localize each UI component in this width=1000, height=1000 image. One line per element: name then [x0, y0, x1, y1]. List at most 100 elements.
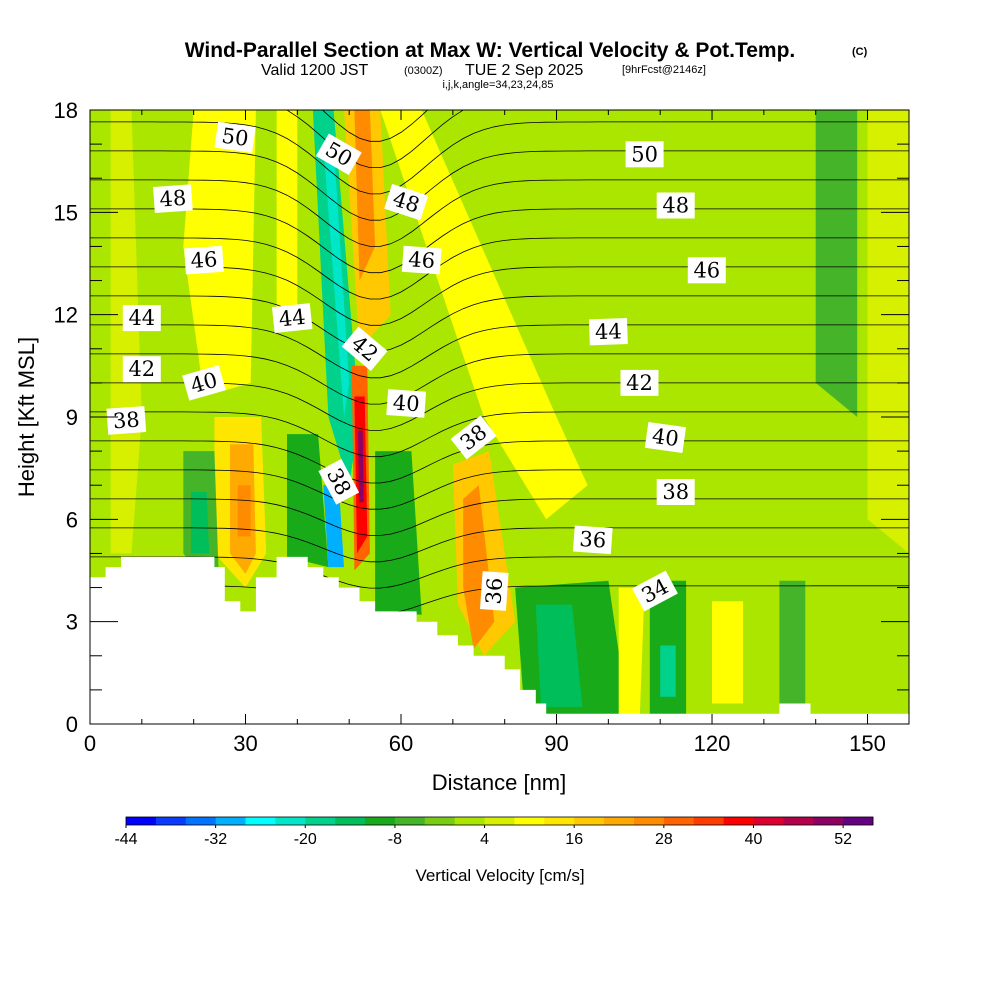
colorbar-swatch: [424, 817, 456, 825]
contour-label-48: 48: [656, 192, 695, 219]
velocity-band: [867, 110, 909, 554]
colorbar-swatch: [394, 817, 426, 825]
theta-line: [90, 324, 909, 379]
contour-label-text: 46: [190, 247, 218, 273]
contour-label-text: 36: [481, 577, 507, 605]
subtitle-date: TUE 2 Sep 2025: [465, 62, 583, 79]
velocity-band: [323, 144, 350, 417]
contour-label-box: [182, 365, 226, 401]
colorbar-swatch: [663, 817, 695, 825]
contour-label-text: 44: [595, 319, 623, 344]
subtitle-indices: i,j,k,angle=34,23,24,85: [442, 79, 553, 91]
contour-label-44: 44: [271, 303, 313, 334]
contour-label-text: 46: [408, 247, 436, 273]
colorbar-label: Vertical Velocity [cm/s]: [415, 866, 584, 885]
contour-label-46: 46: [687, 257, 726, 284]
velocity-band: [110, 110, 142, 554]
colorbar: -44 -32 -20 -8 4 16 28 40 52: [114, 816, 874, 848]
colorbar-tick-label: 40: [745, 831, 763, 848]
x-tick-label: 60: [389, 731, 413, 756]
velocity-band: [276, 110, 298, 315]
contour-label-36: 36: [480, 571, 509, 611]
colorbar-swatch: [185, 817, 217, 825]
colorbar-tick-label: 16: [565, 831, 583, 848]
contour-label-box: [401, 245, 442, 275]
colorbar-swatch: [335, 817, 366, 825]
contour-label-text: 44: [278, 305, 307, 332]
contour-label-box: [184, 245, 224, 275]
theta-line: [90, 411, 909, 458]
colorbar-swatch: [633, 817, 665, 825]
contour-label-box: [480, 571, 509, 611]
velocity-band: [815, 110, 858, 417]
colorbar-tick-label: -8: [388, 831, 402, 848]
contour-label-text: 48: [662, 194, 689, 218]
contour-label-text: 40: [650, 424, 680, 451]
contour-label-46: 46: [401, 245, 442, 275]
y-tick-label: 12: [54, 303, 78, 328]
chart-title: Wind-Parallel Section at Max W: Vertical…: [185, 39, 796, 62]
colorbar-swatch: [215, 817, 246, 825]
theta-line: [90, 237, 909, 300]
velocity-band: [380, 110, 588, 520]
theta-line: [90, 498, 909, 536]
theta-line: [90, 527, 909, 563]
theta-line: [90, 150, 909, 221]
x-tick-label: 90: [544, 731, 568, 756]
velocity-band: [660, 645, 676, 697]
colorbar-swatch: [753, 817, 784, 825]
theta-line: [90, 382, 909, 431]
colorbar-swatch: [305, 817, 336, 825]
y-tick-label: 0: [66, 712, 78, 737]
colorbar-swatch: [275, 817, 306, 825]
colorbar-swatch: [365, 817, 396, 825]
velocity-band: [535, 604, 583, 707]
y-tick-label: 15: [54, 200, 78, 225]
colorbar-swatch: [544, 817, 575, 825]
velocity-band: [712, 601, 744, 704]
theta-line: [90, 208, 909, 274]
x-tick-label: 150: [849, 731, 886, 756]
contour-label-36: 36: [572, 525, 613, 555]
colorbar-swatch: [783, 817, 814, 825]
contour-label-text: 50: [220, 124, 250, 151]
contour-label-40: 40: [644, 421, 687, 454]
chart-title-mark: (C): [852, 46, 868, 58]
contour-label-box: [341, 326, 388, 371]
velocity-band: [191, 492, 210, 554]
subtitle-valid: Valid 1200 JST: [261, 62, 369, 79]
theta-line: [90, 556, 909, 589]
y-axis-label: Height [Kft MSL]: [14, 337, 39, 497]
potential-temperature-lines: [90, 110, 909, 615]
colorbar-tick-label: -20: [294, 831, 317, 848]
contour-label-38: 38: [106, 406, 147, 435]
subtitle-utc: (0300Z): [404, 65, 443, 77]
contour-label-box: [106, 406, 147, 435]
colorbar-swatch: [693, 817, 724, 825]
contour-label-box: [122, 305, 161, 332]
contour-label-40: 40: [386, 389, 427, 418]
contour-label-box: [384, 183, 429, 221]
terrain-mask: [90, 556, 909, 724]
contour-label-box: [315, 133, 362, 176]
colorbar-swatch: [245, 817, 276, 825]
velocity-band: [779, 580, 806, 704]
velocity-band: [618, 587, 645, 724]
colorbar-tick-label: 28: [655, 831, 673, 848]
contour-label-50: 50: [214, 121, 256, 153]
contour-label-text: 38: [112, 407, 140, 433]
contour-label-text: 50: [631, 142, 658, 166]
contour-label-box: [656, 479, 695, 505]
colorbar-swatch: [843, 817, 874, 825]
contour-label-text: 40: [392, 390, 420, 416]
theta-line: [90, 295, 909, 352]
colorbar-swatch: [723, 817, 754, 825]
theta-line: [90, 469, 909, 510]
colorbar-swatch: [574, 817, 605, 825]
contour-label-box: [588, 318, 628, 346]
colorbar-tick-label: -44: [114, 831, 137, 848]
y-tick-label: 18: [54, 98, 78, 123]
velocity-band: [287, 434, 329, 568]
